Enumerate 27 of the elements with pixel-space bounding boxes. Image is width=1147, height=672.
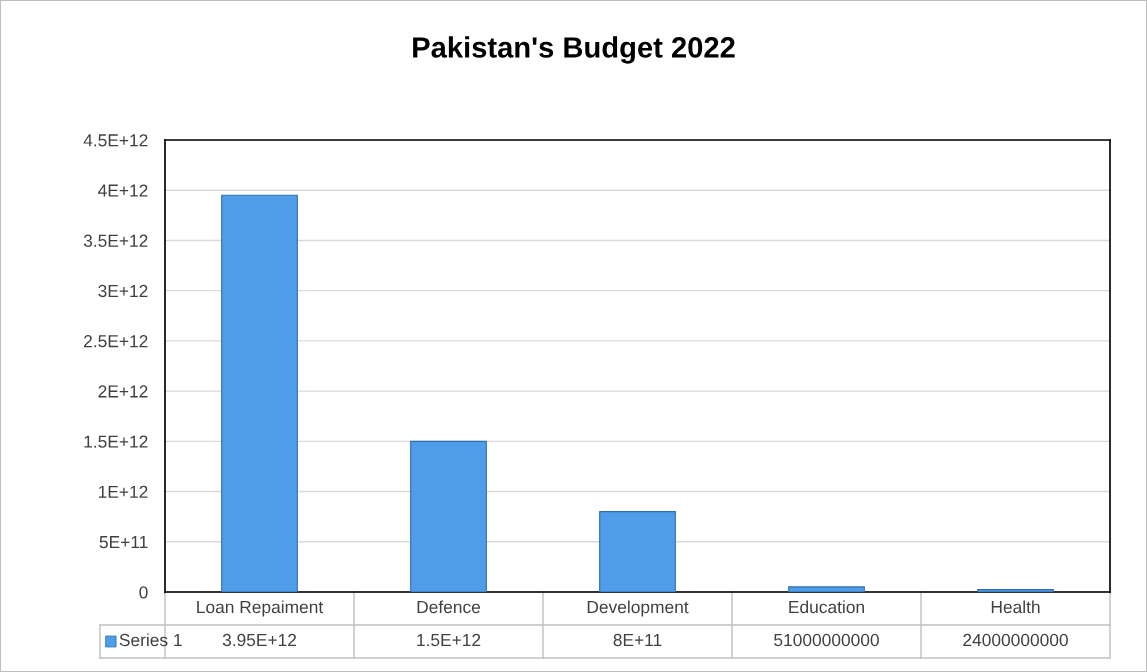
y-tick-label: 1E+12 [98,485,148,498]
x-tick-label: Health [991,600,1040,614]
bar [410,440,487,592]
y-tick-label: 1.5E+12 [84,435,148,448]
data-label: 8E+11 [613,633,662,647]
x-tick-label: Education [789,600,864,614]
x-tick-label: Defence [417,600,481,614]
y-tick-label: 5E+11 [99,536,148,549]
data-label: 51000000000 [774,633,879,647]
y-tick-label: 4.5E+12 [83,134,148,147]
bar [599,511,676,592]
y-tick-label: 0 [139,586,148,599]
y-tick-label: 4E+12 [98,184,148,197]
chart-title: Pakistan's Budget 2022 [413,36,735,64]
bar [977,589,1054,592]
x-tick-label: Loan Repaiment [197,600,324,617]
legend-label: Series 1 [119,633,182,647]
data-label: 3.95E+12 [222,633,297,647]
y-tick-label: 3E+12 [98,284,148,298]
data-label: 24000000000 [963,633,1068,647]
y-tick-label: 2.5E+12 [84,335,148,348]
y-tick-label: 3.5E+12 [83,234,148,247]
bar [221,194,298,592]
y-tick-label: 2E+12 [98,385,148,398]
data-label: 1.5E+12 [417,633,481,647]
x-tick-label: Development [587,600,689,617]
bar [788,586,865,592]
